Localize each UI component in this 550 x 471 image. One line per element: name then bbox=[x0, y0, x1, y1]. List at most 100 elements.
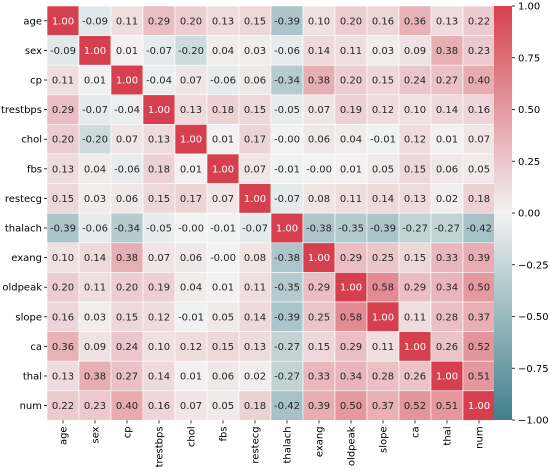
heatmap-cell bbox=[302, 242, 336, 273]
heatmap-cell bbox=[334, 124, 368, 155]
heatmap-cell bbox=[366, 35, 400, 66]
cell-value-label: -0.39 bbox=[370, 224, 396, 235]
cell-value-label: 0.34 bbox=[340, 372, 362, 383]
heatmap-cell bbox=[462, 94, 496, 125]
cell-value-label: 0.51 bbox=[468, 372, 490, 383]
heatmap-cell bbox=[206, 242, 240, 273]
heatmap-cells: 1.00 -0.09 0.11 0.29 0.20 0.13 0.15 -0.39 0.10 0.… bbox=[46, 5, 496, 421]
cell-value-label: 1.00 bbox=[52, 16, 74, 27]
heatmap-cell bbox=[174, 153, 208, 184]
cell-value-label: -0.20 bbox=[178, 46, 204, 57]
cell-value-label: 0.05 bbox=[372, 164, 394, 175]
heatmap-cell bbox=[462, 5, 496, 36]
y-tick-label: thal bbox=[23, 372, 42, 383]
heatmap-cell bbox=[398, 272, 432, 303]
cell-value-label: 0.58 bbox=[340, 312, 362, 323]
cell-value-label: 0.20 bbox=[52, 283, 74, 294]
cell-value-label: 0.01 bbox=[436, 135, 458, 146]
heatmap-cell bbox=[398, 124, 432, 155]
heatmap-cell bbox=[238, 94, 272, 125]
cell-value-label: 0.23 bbox=[468, 46, 490, 57]
cell-value-label: -0.27 bbox=[402, 224, 428, 235]
cell-value-label: 0.20 bbox=[340, 16, 362, 27]
heatmap-cell bbox=[270, 301, 304, 332]
heatmap-cell bbox=[110, 94, 144, 125]
cell-value-label: 0.14 bbox=[84, 253, 106, 264]
heatmap-cell bbox=[302, 390, 336, 421]
heatmap-cell bbox=[238, 390, 272, 421]
heatmap-cell bbox=[366, 64, 400, 96]
heatmap-cell bbox=[174, 183, 208, 214]
cell-value-label: -0.01 bbox=[178, 312, 204, 323]
x-tick-label: num bbox=[475, 426, 486, 448]
cell-value-label: 0.25 bbox=[372, 253, 394, 264]
cell-value-label: 0.52 bbox=[468, 342, 490, 353]
heatmap-cell bbox=[174, 301, 208, 332]
y-tick-label: num bbox=[20, 401, 42, 412]
heatmap-cell bbox=[238, 360, 272, 392]
cell-value-label: 0.20 bbox=[52, 135, 74, 146]
heatmap-cell bbox=[110, 331, 144, 362]
cell-value-label: 0.33 bbox=[436, 253, 458, 264]
cell-value-label: 1.00 bbox=[372, 312, 394, 323]
heatmap-cell bbox=[334, 212, 368, 244]
x-tick-label: restecg bbox=[251, 426, 262, 463]
heatmap-cell bbox=[302, 301, 336, 332]
heatmap-cell bbox=[46, 331, 80, 362]
cell-value-label: 0.18 bbox=[468, 194, 490, 205]
y-tick-label: chol bbox=[21, 135, 42, 146]
y-tick-label: thalach bbox=[5, 224, 42, 235]
heatmap-cell bbox=[398, 153, 432, 184]
cell-value-label: 0.03 bbox=[84, 312, 106, 323]
cell-value-label: 0.12 bbox=[404, 135, 426, 146]
heatmap-cell bbox=[462, 153, 496, 184]
heatmap-cell bbox=[398, 183, 432, 214]
cell-value-label: 0.15 bbox=[212, 342, 234, 353]
heatmap-cell bbox=[46, 64, 80, 96]
cell-value-label: 0.06 bbox=[212, 372, 234, 383]
cell-value-label: 0.17 bbox=[244, 135, 266, 146]
cell-value-label: 0.08 bbox=[244, 253, 266, 264]
cell-value-label: -0.01 bbox=[370, 135, 396, 146]
cell-value-label: -0.04 bbox=[114, 105, 140, 116]
cell-value-label: 0.36 bbox=[52, 342, 74, 353]
cell-value-label: 0.14 bbox=[308, 46, 330, 57]
heatmap-cell bbox=[462, 331, 496, 362]
colorbar-tick-label: −0.25 bbox=[518, 260, 549, 271]
cell-value-label: 1.00 bbox=[404, 342, 426, 353]
cell-value-label: 0.06 bbox=[116, 194, 138, 205]
y-tick-label: cp bbox=[30, 76, 42, 87]
heatmap-cell bbox=[174, 272, 208, 303]
cell-value-label: -0.07 bbox=[146, 46, 172, 57]
heatmap-cell bbox=[206, 301, 240, 332]
cell-value-label: 0.07 bbox=[148, 253, 170, 264]
cell-value-label: 0.27 bbox=[436, 76, 458, 87]
cell-value-label: 0.07 bbox=[244, 164, 266, 175]
cell-value-label: -0.38 bbox=[274, 253, 300, 264]
cell-value-label: -0.07 bbox=[242, 224, 268, 235]
heatmap-cell bbox=[110, 64, 144, 96]
cell-value-label: 0.04 bbox=[84, 164, 106, 175]
heatmap-cell bbox=[78, 212, 112, 244]
heatmap-cell bbox=[270, 5, 304, 36]
cell-value-label: 1.00 bbox=[340, 283, 362, 294]
heatmap-cell bbox=[366, 153, 400, 184]
cell-value-label: 0.06 bbox=[308, 135, 330, 146]
x-tick-label: ca bbox=[411, 426, 422, 438]
heatmap-cell bbox=[334, 242, 368, 273]
heatmap-cell bbox=[238, 212, 272, 244]
cell-value-label: 0.14 bbox=[372, 194, 394, 205]
heatmap-cell bbox=[462, 212, 496, 244]
heatmap-cell bbox=[142, 35, 176, 66]
heatmap-cell bbox=[270, 124, 304, 155]
cell-value-label: 0.40 bbox=[116, 401, 138, 412]
heatmap-cell bbox=[174, 94, 208, 125]
heatmap-cell bbox=[430, 153, 464, 184]
cell-value-label: 0.11 bbox=[404, 312, 426, 323]
heatmap-cell bbox=[302, 331, 336, 362]
heatmap-cell bbox=[462, 301, 496, 332]
cell-value-label: 0.40 bbox=[468, 76, 490, 87]
cell-value-label: 0.10 bbox=[404, 105, 426, 116]
heatmap-cell bbox=[462, 242, 496, 273]
cell-value-label: -0.06 bbox=[274, 46, 300, 57]
